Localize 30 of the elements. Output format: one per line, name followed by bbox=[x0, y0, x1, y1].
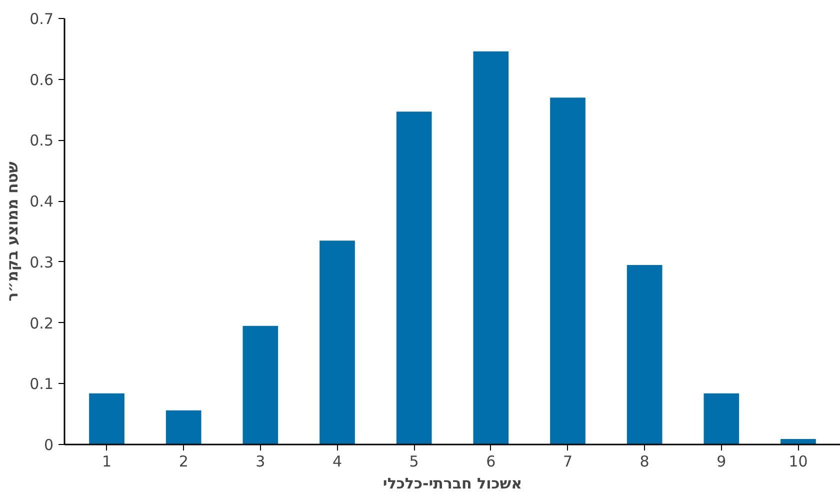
bar bbox=[473, 51, 509, 444]
x-tick-label: 1 bbox=[102, 452, 112, 470]
y-tick-label: 0.5 bbox=[30, 132, 54, 150]
x-tick-label: 10 bbox=[788, 452, 808, 470]
bar bbox=[396, 112, 432, 444]
y-tick-label: 0.4 bbox=[30, 192, 54, 211]
x-tick-label: 2 bbox=[178, 452, 188, 470]
x-tick-label: 8 bbox=[640, 452, 650, 470]
y-tick-label: 0.1 bbox=[30, 375, 54, 394]
y-tick-label: 0.7 bbox=[30, 10, 54, 28]
x-axis-title: אשכול חברתי-כלכלי bbox=[382, 474, 522, 492]
x-tick-label: 9 bbox=[716, 452, 726, 470]
y-tick-label: 0.6 bbox=[30, 70, 54, 89]
bar bbox=[550, 98, 586, 444]
bar bbox=[704, 393, 740, 444]
x-tick-label: 5 bbox=[409, 452, 419, 470]
bar bbox=[242, 326, 278, 444]
x-tick-label: 3 bbox=[256, 452, 266, 470]
bar bbox=[320, 240, 355, 444]
x-tick-label: 7 bbox=[562, 452, 573, 470]
bar bbox=[780, 439, 816, 444]
y-axis-title: שטח ממוצע בקמ״ר bbox=[4, 161, 22, 302]
y-tick-label: 0 bbox=[44, 436, 54, 454]
y-tick-label: 0.3 bbox=[30, 253, 54, 272]
bar bbox=[626, 264, 662, 444]
x-tick-label: 4 bbox=[332, 452, 342, 470]
bar bbox=[166, 410, 202, 444]
y-tick-label: 0.2 bbox=[30, 314, 54, 332]
x-tick-label: 6 bbox=[486, 452, 496, 470]
bar bbox=[89, 393, 124, 444]
